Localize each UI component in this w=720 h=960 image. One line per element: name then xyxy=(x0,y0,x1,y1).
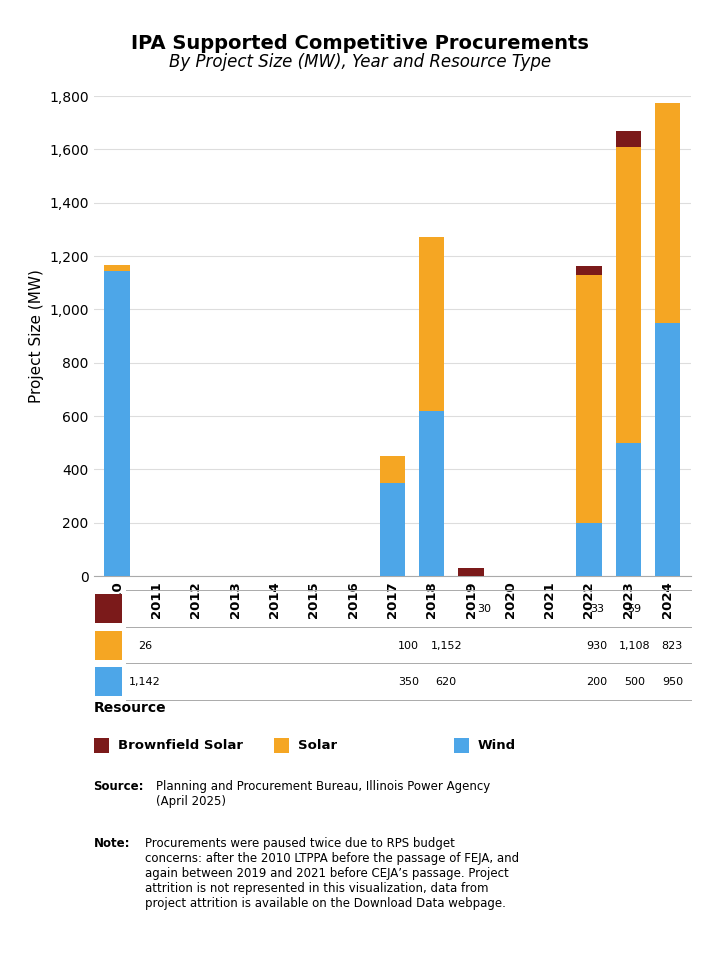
Text: 950: 950 xyxy=(662,677,683,687)
Bar xyxy=(616,132,641,147)
Text: 59: 59 xyxy=(628,604,642,614)
Bar xyxy=(616,443,641,576)
Text: 100: 100 xyxy=(398,640,419,651)
Text: 350: 350 xyxy=(398,677,419,687)
Text: 1,152: 1,152 xyxy=(431,640,462,651)
Bar xyxy=(379,456,405,483)
Bar xyxy=(654,103,680,323)
Text: IPA Supported Competitive Procurements: IPA Supported Competitive Procurements xyxy=(131,34,589,53)
Bar xyxy=(576,275,602,522)
Text: 1,108: 1,108 xyxy=(619,640,650,651)
Bar xyxy=(104,265,130,272)
Text: Procurements were paused twice due to RPS budget
concerns: after the 2010 LTPPA : Procurements were paused twice due to RP… xyxy=(145,837,520,910)
Bar xyxy=(616,147,641,443)
Text: 30: 30 xyxy=(477,604,491,614)
Bar xyxy=(576,522,602,576)
Text: 26: 26 xyxy=(138,640,152,651)
Text: 1,142: 1,142 xyxy=(129,677,161,687)
Bar xyxy=(654,323,680,576)
Bar xyxy=(419,411,444,576)
Text: By Project Size (MW), Year and Resource Type: By Project Size (MW), Year and Resource … xyxy=(169,53,551,71)
Text: 200: 200 xyxy=(586,677,608,687)
Text: 823: 823 xyxy=(662,640,683,651)
Text: Brownfield Solar: Brownfield Solar xyxy=(118,739,243,752)
Text: Solar: Solar xyxy=(298,739,337,752)
Bar xyxy=(104,272,130,576)
Text: Resource: Resource xyxy=(94,701,166,715)
Y-axis label: Project Size (MW): Project Size (MW) xyxy=(29,269,43,403)
Text: 500: 500 xyxy=(624,677,645,687)
Text: 930: 930 xyxy=(586,640,608,651)
Text: 620: 620 xyxy=(436,677,457,687)
Text: Planning and Procurement Bureau, Illinois Power Agency
(April 2025): Planning and Procurement Bureau, Illinoi… xyxy=(156,780,490,807)
Bar xyxy=(419,237,444,411)
Bar xyxy=(458,568,484,576)
Bar xyxy=(379,483,405,576)
Text: Wind: Wind xyxy=(478,739,516,752)
Text: Source:: Source: xyxy=(94,780,144,793)
Text: Note:: Note: xyxy=(94,837,130,851)
Text: 33: 33 xyxy=(590,604,604,614)
Bar xyxy=(576,266,602,275)
